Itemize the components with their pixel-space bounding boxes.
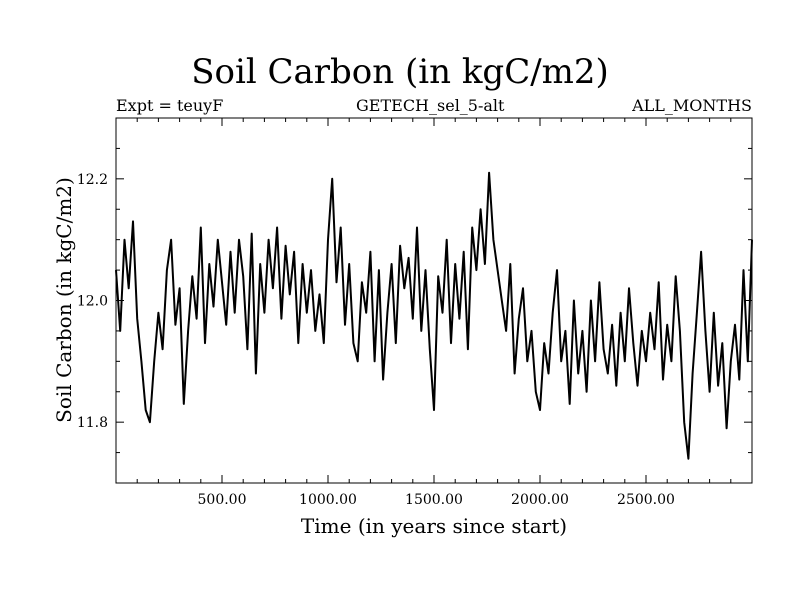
x-tick-label: 1000.00 xyxy=(299,492,357,508)
months-annotation: ALL_MONTHS xyxy=(632,96,752,115)
subtitle-annotation: GETECH_sel_5-alt xyxy=(356,96,505,115)
x-tick-label: 1500.00 xyxy=(405,492,463,508)
x-axis-label: Time (in years since start) xyxy=(300,514,568,538)
x-tick-label: 2000.00 xyxy=(511,492,569,508)
x-tick-label: 2500.00 xyxy=(617,492,675,508)
experiment-annotation: Expt = teuyF xyxy=(116,96,224,115)
series-line xyxy=(115,171,753,460)
series-group xyxy=(115,171,753,460)
chart-title: Soil Carbon (in kgC/m2) xyxy=(191,52,609,92)
x-tick-label: 500.00 xyxy=(198,492,247,508)
y-tick-label: 12.2 xyxy=(77,172,108,188)
y-tick-label: 12.0 xyxy=(77,294,108,310)
y-tick-label: 11.8 xyxy=(77,415,108,431)
tick-group: 500.00 1000.00 1500.00 2000.00 2500.00 11.8 12… xyxy=(77,118,752,508)
